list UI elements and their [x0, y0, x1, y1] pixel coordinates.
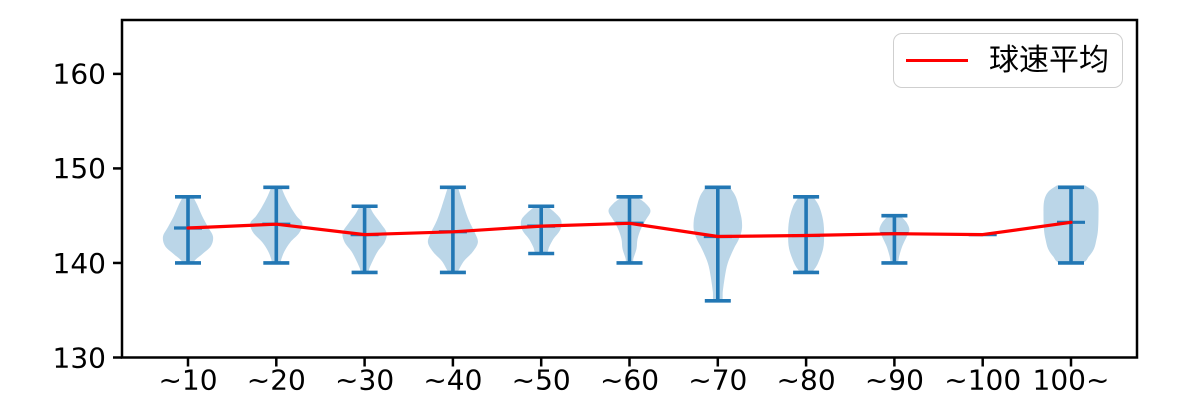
y-tick-label: 150 — [53, 152, 106, 185]
x-tick-label: ~70 — [688, 364, 747, 397]
y-tick-label: 140 — [53, 247, 106, 280]
x-tick-label: ~100 — [944, 364, 1021, 397]
x-tick-label: ~90 — [865, 364, 924, 397]
x-tick-label: ~20 — [247, 364, 306, 397]
legend-label: 球速平均 — [989, 42, 1109, 78]
x-tick-label: ~80 — [777, 364, 836, 397]
y-tick-label: 130 — [53, 341, 106, 374]
x-tick-label: ~10 — [158, 364, 217, 397]
y-tick-label: 160 — [53, 58, 106, 91]
legend: 球速平均 — [893, 33, 1123, 88]
legend-line-swatch — [906, 59, 968, 62]
x-tick-label: ~50 — [512, 364, 571, 397]
x-tick-label: ~40 — [423, 364, 482, 397]
x-tick-label: 100~ — [1033, 364, 1110, 397]
x-tick-label: ~60 — [600, 364, 659, 397]
mean-speed-line — [186, 220, 1073, 239]
x-tick-label: ~30 — [335, 364, 394, 397]
